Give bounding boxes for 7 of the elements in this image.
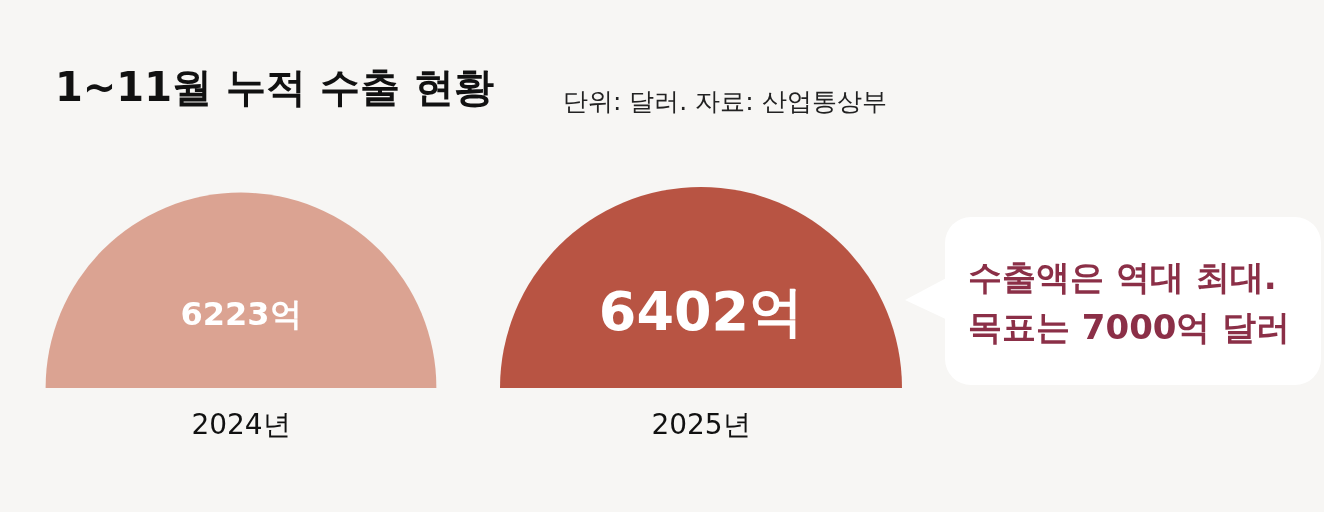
text: 1~11월 누적 수출 현황 xyxy=(55,64,494,110)
category-label: 2024년 xyxy=(191,407,291,441)
category-label: 2025년 xyxy=(651,407,751,441)
data-label: 6223억 xyxy=(180,294,302,333)
data-label: 6402억 xyxy=(598,280,804,344)
text: 단위: 달러. 자료: 산업통상부 xyxy=(563,87,887,116)
text: 수출액은 역대 최대. 목표는 7000억 달러 xyxy=(968,257,1291,347)
